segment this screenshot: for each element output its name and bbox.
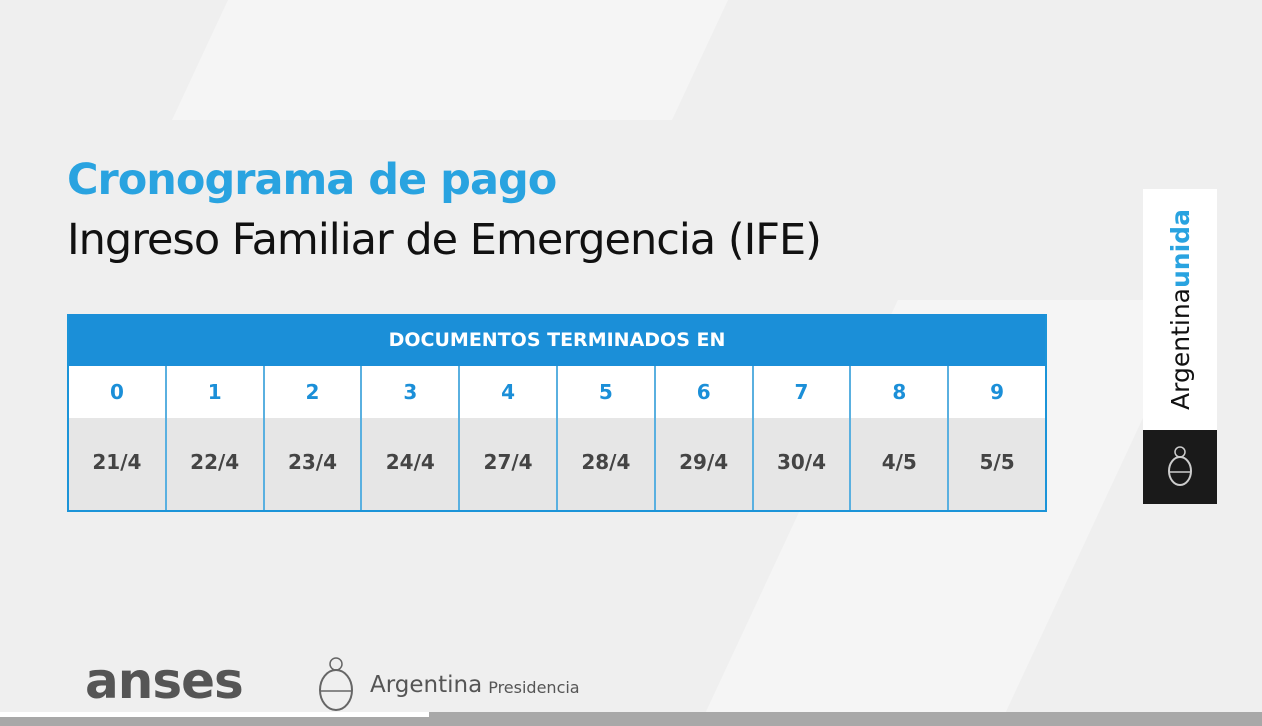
digit-cell: 1 bbox=[164, 366, 263, 418]
date-cell: 4/5 bbox=[849, 418, 948, 510]
digit-cell: 6 bbox=[653, 366, 752, 418]
presidencia-logo: Argentina Presidencia bbox=[316, 655, 580, 715]
digit-cell: 8 bbox=[849, 366, 948, 418]
digit-cell: 3 bbox=[360, 366, 459, 418]
date-cell: 23/4 bbox=[262, 418, 361, 510]
date-cell: 27/4 bbox=[458, 418, 556, 510]
date-cell: 21/4 bbox=[69, 418, 165, 510]
digit-cell: 4 bbox=[458, 366, 556, 418]
presidencia-label: Presidencia bbox=[488, 678, 580, 697]
argentina-unida-banner: Argentinaunida bbox=[1143, 189, 1217, 430]
page-subtitle: Ingreso Familiar de Emergencia (IFE) bbox=[67, 215, 822, 265]
video-progress-fill bbox=[0, 712, 430, 717]
argentina-label: Argentina bbox=[370, 672, 483, 698]
background-shape bbox=[172, 0, 728, 120]
coat-of-arms-icon bbox=[319, 657, 353, 711]
digit-cell: 5 bbox=[555, 366, 654, 418]
date-cell: 30/4 bbox=[751, 418, 850, 510]
anses-logo: anses bbox=[85, 652, 244, 710]
digit-cell: 2 bbox=[262, 366, 361, 418]
date-cell: 28/4 bbox=[555, 418, 654, 510]
video-progress-bar[interactable] bbox=[0, 712, 1262, 726]
page-title: Cronograma de pago bbox=[67, 155, 557, 205]
digit-cell: 9 bbox=[947, 366, 1045, 418]
date-cell: 29/4 bbox=[653, 418, 752, 510]
date-cell: 22/4 bbox=[164, 418, 263, 510]
digit-cell: 0 bbox=[69, 366, 165, 418]
banner-word-argentina: Argentina bbox=[1165, 287, 1195, 410]
table-header: DOCUMENTOS TERMINADOS EN bbox=[69, 314, 1045, 366]
date-cell: 5/5 bbox=[947, 418, 1045, 510]
coat-of-arms-icon bbox=[1143, 430, 1217, 504]
banner-word-unida: unida bbox=[1165, 209, 1195, 288]
date-cell: 24/4 bbox=[360, 418, 459, 510]
digit-cell: 7 bbox=[751, 366, 850, 418]
dates-row: 21/4 22/4 23/4 24/4 27/4 28/4 29/4 30/4 4/5 5/5 bbox=[69, 418, 1045, 510]
